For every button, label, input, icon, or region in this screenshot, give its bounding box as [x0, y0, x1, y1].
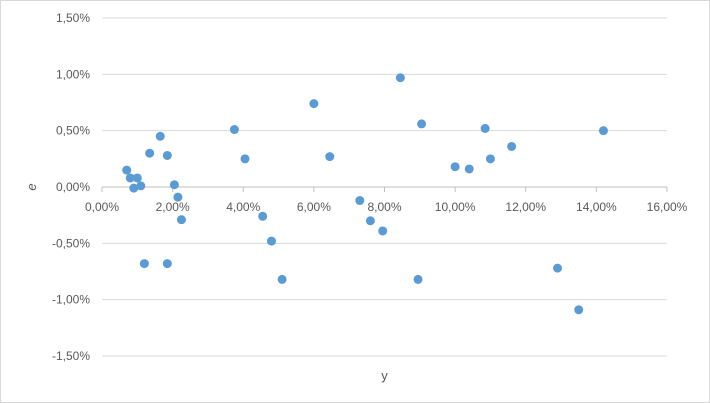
data-point [450, 162, 460, 172]
x-tick-label: 2,00% [156, 200, 190, 214]
x-tick-label: 14,00% [576, 200, 617, 214]
data-point [162, 259, 172, 269]
x-tick-label: 10,00% [435, 200, 476, 214]
data-point [125, 173, 135, 183]
data-point [355, 196, 365, 206]
x-tick-label: 8,00% [367, 200, 401, 214]
data-point [485, 154, 495, 164]
data-point [553, 263, 563, 273]
data-point [229, 125, 239, 135]
data-point [395, 73, 405, 83]
y-axis-title: e [24, 183, 39, 190]
data-point [267, 236, 276, 246]
y-tick-label: 0,00% [56, 180, 90, 194]
data-point [574, 305, 584, 315]
data-point [155, 131, 165, 141]
data-point [507, 141, 517, 151]
y-tick-label: -0,50% [52, 236, 90, 250]
y-tick-label: 1,00% [56, 67, 90, 81]
data-point [258, 211, 268, 221]
y-tick-label: -1,50% [52, 349, 90, 363]
data-point [598, 126, 608, 136]
y-tick-label: -1,00% [52, 293, 90, 307]
x-axis-title: y [381, 368, 388, 383]
x-tick-labels: 0,00% 2,00% 4,00% 6,00% 8,00% 10,00% 12,00% 14,… [85, 187, 688, 214]
data-point [309, 99, 319, 109]
data-point [277, 274, 287, 284]
x-tick-label: 0,00% [85, 200, 119, 214]
data-point [464, 164, 474, 174]
y-tick-labels: -1,50% -1,00% -0,50% 0,00% 0,50% 1,00% 1,50% [52, 11, 90, 363]
data-point [139, 259, 149, 269]
data-point [162, 150, 172, 160]
data-point [145, 148, 155, 158]
data-point [173, 192, 183, 202]
data-point [325, 152, 335, 162]
data-point [365, 216, 375, 226]
x-tick-label: 12,00% [505, 200, 546, 214]
data-point [413, 274, 423, 284]
data-point [169, 180, 179, 190]
data-points [122, 73, 608, 315]
y-tick-label: 0,50% [56, 124, 90, 138]
y-tick-label: 1,50% [56, 11, 90, 25]
data-point [176, 215, 186, 225]
data-point [122, 165, 132, 175]
data-point [136, 181, 146, 191]
data-point [240, 154, 250, 164]
data-point [132, 173, 142, 183]
data-point [378, 226, 388, 236]
x-tick-label: 6,00% [297, 200, 331, 214]
data-point [480, 123, 490, 133]
x-tick-label: 16,00% [647, 200, 688, 214]
x-tick-label: 4,00% [226, 200, 260, 214]
data-point [417, 119, 427, 129]
data-point [129, 183, 139, 193]
gridlines [102, 17, 667, 357]
